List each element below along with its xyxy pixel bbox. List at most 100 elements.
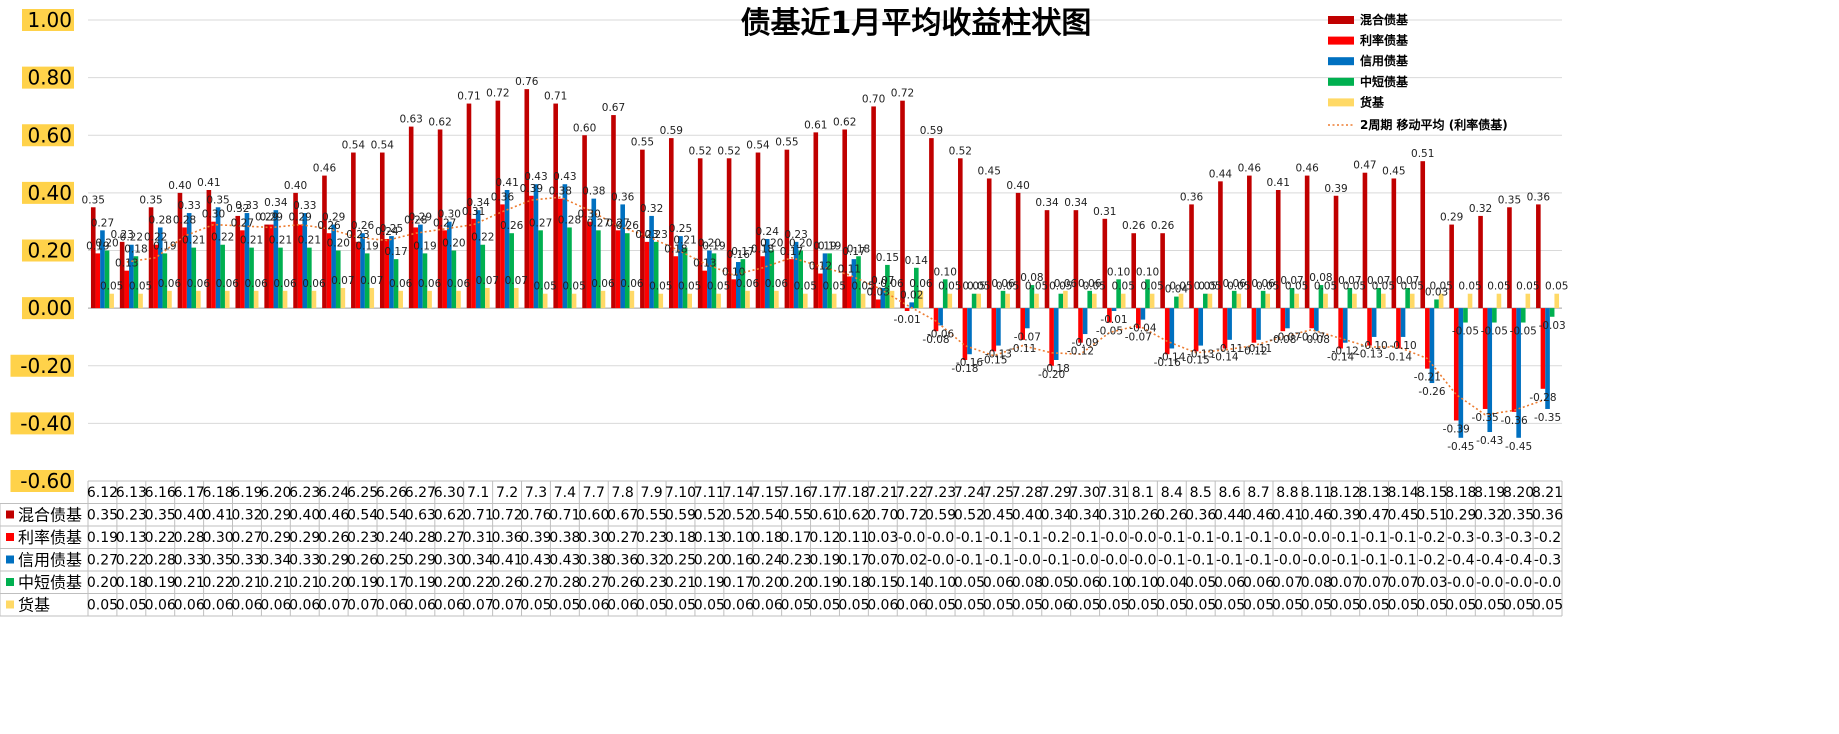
bar-1-36	[1136, 308, 1141, 329]
data-label: 0.54	[746, 140, 770, 152]
data-label: 0.30	[202, 209, 225, 221]
data-label: 0.36	[491, 191, 515, 203]
bar-2-7	[302, 213, 308, 309]
category-label: 6.20	[260, 485, 291, 501]
data-label: 0.05	[1198, 281, 1221, 293]
bar-1-15	[529, 195, 534, 309]
bar-0-38	[1189, 204, 1194, 309]
bar-4-9	[369, 287, 375, 309]
table-cell: 0.28	[145, 553, 176, 569]
table-cell: 0.52	[954, 508, 985, 524]
bar-2-36	[1140, 308, 1146, 320]
ytick-highlight	[22, 297, 74, 320]
data-label: 0.25	[669, 223, 692, 235]
bar-4-3	[196, 290, 201, 309]
bar-4-48	[1496, 293, 1502, 309]
data-label: 0.26	[1151, 220, 1175, 232]
table-cell: -0.0	[1303, 530, 1330, 546]
table-cell: -0.1	[1389, 553, 1416, 569]
bar-1-45	[1396, 308, 1401, 349]
data-label: 0.06	[591, 278, 615, 290]
data-label: 0.05	[678, 281, 701, 293]
table-cell: 0.23	[116, 508, 147, 524]
table-cell: 0.35	[145, 508, 176, 524]
table-cell: 0.06	[752, 598, 783, 614]
data-label: 0.05	[967, 281, 990, 293]
bar-4-35	[1120, 293, 1126, 309]
data-label: -0.08	[1269, 334, 1296, 346]
bar-3-49	[1520, 308, 1526, 323]
data-label: 0.29	[1440, 212, 1463, 224]
table-cell: 0.27	[87, 553, 118, 569]
data-label: 0.43	[553, 171, 576, 183]
table-cell: 0.20	[318, 575, 349, 591]
data-label: 0.29	[260, 212, 283, 224]
data-label: 0.39	[520, 183, 543, 195]
data-label: 0.36	[1527, 191, 1551, 203]
bar-2-2	[157, 227, 163, 309]
table-cell: 0.10	[925, 575, 956, 591]
data-label: 0.10	[934, 266, 957, 278]
bar-3-44	[1376, 287, 1382, 309]
table-cell: 0.40	[289, 508, 320, 524]
data-label: 0.06	[736, 278, 760, 290]
category-label: 8.7	[1247, 485, 1269, 501]
data-label: 0.18	[664, 243, 687, 255]
table-cell: 0.06	[723, 598, 754, 614]
data-label: -0.10	[1361, 340, 1388, 352]
data-label: 0.05	[1343, 281, 1366, 293]
data-label: 0.16	[727, 249, 751, 261]
data-label: 0.76	[515, 76, 539, 88]
table-cell: 0.46	[1243, 508, 1274, 524]
data-labels: 0.35 0.23 0.35 0.40 0.41 0.32 0.29 0.40 0.46 0.54…	[82, 76, 1569, 453]
category-label: 8.11	[1301, 485, 1332, 501]
data-label: -0.05	[1096, 326, 1123, 338]
table-cell: -0.4	[1476, 553, 1503, 569]
data-label: 0.52	[949, 145, 972, 157]
data-label: 0.31	[462, 206, 485, 218]
data-label: 0.71	[457, 91, 480, 103]
bar-2-42	[1314, 308, 1319, 332]
data-label: 0.05	[1169, 281, 1192, 293]
data-label: 0.20	[789, 238, 812, 250]
data-label: 0.05	[1545, 281, 1568, 293]
category-label: 6.30	[434, 485, 465, 501]
bar-0-15	[524, 89, 530, 309]
bar-1-18	[615, 230, 621, 309]
bar-3-22	[740, 259, 746, 309]
bar-1-26	[847, 276, 852, 309]
table-cell: 0.05	[520, 598, 551, 614]
data-label: 0.22	[471, 232, 494, 244]
bar-3-46	[1434, 299, 1439, 309]
table-cell: -0.1	[1187, 530, 1214, 546]
bar-0-5	[235, 215, 241, 309]
table-cell: 0.39	[1330, 508, 1361, 524]
table-cell: -0.1	[1245, 553, 1272, 569]
table-cell: 0.07	[347, 598, 378, 614]
data-label: 0.07	[476, 275, 499, 287]
bar-2-41	[1285, 308, 1290, 329]
table-cell: 0.26	[318, 530, 349, 546]
category-label: 8.1	[1132, 485, 1154, 501]
data-label: 0.05	[1227, 281, 1250, 293]
bar-1-31	[991, 308, 997, 352]
category-label: 6.16	[145, 485, 176, 501]
data-label: -0.12	[1240, 346, 1267, 358]
data-label: 0.05	[1314, 281, 1337, 293]
data-label: 0.35	[1498, 194, 1521, 206]
table-cell: -0.1	[985, 553, 1012, 569]
data-label: 0.21	[182, 235, 205, 247]
bar-3-5	[249, 247, 254, 309]
bar-0-26	[842, 129, 848, 309]
table-cell: 0.05	[665, 598, 696, 614]
bar-0-20	[668, 138, 674, 309]
bar-2-39	[1227, 308, 1232, 340]
bar-4-44	[1381, 293, 1386, 309]
bar-1-50	[1540, 308, 1546, 389]
data-label: 0.46	[1295, 163, 1319, 175]
data-label: 0.06	[620, 278, 644, 290]
data-label: 0.06	[765, 278, 789, 290]
bar-1-14	[500, 204, 505, 309]
data-label: 0.17	[842, 246, 865, 258]
